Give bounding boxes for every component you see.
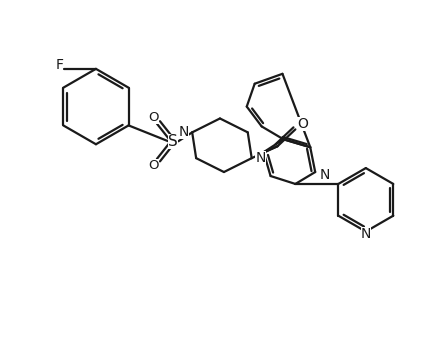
Text: N: N [255,151,266,165]
Text: S: S [169,134,178,149]
Text: O: O [148,111,159,124]
Text: N: N [361,227,371,241]
Text: N: N [179,125,190,139]
Text: O: O [297,118,308,131]
Text: F: F [55,58,63,72]
Text: N: N [320,168,330,182]
Text: O: O [148,159,159,172]
